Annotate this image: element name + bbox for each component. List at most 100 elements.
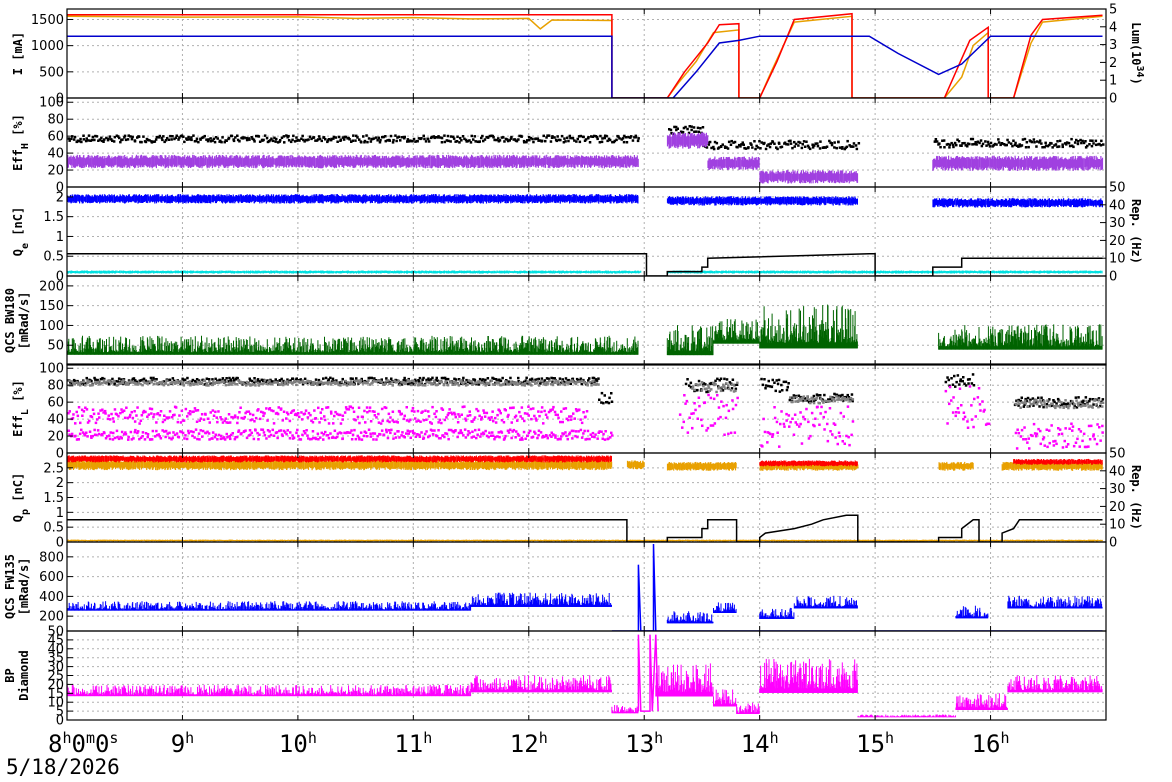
data-point — [720, 145, 723, 148]
data-point — [835, 146, 838, 150]
data-point — [219, 139, 222, 143]
data-point — [974, 141, 977, 144]
data-point — [492, 136, 495, 139]
data-point — [1088, 143, 1091, 146]
data-point — [568, 134, 572, 138]
data-point — [736, 146, 739, 149]
data-point — [791, 146, 794, 150]
data-point — [840, 147, 844, 150]
data-point — [392, 138, 395, 142]
data-point — [730, 139, 733, 143]
data-point — [1051, 146, 1054, 149]
data-point — [73, 135, 77, 139]
data-point — [262, 138, 265, 142]
data-point — [684, 125, 687, 129]
data-point — [430, 135, 434, 139]
data-point — [300, 137, 303, 140]
data-point — [1048, 143, 1051, 147]
data-point — [439, 136, 442, 139]
data-point — [1006, 138, 1009, 142]
data-point — [211, 139, 214, 142]
data-point — [754, 147, 757, 151]
data-point — [978, 141, 981, 145]
data-point — [295, 136, 298, 139]
data-point — [82, 138, 86, 141]
data-point — [1094, 143, 1098, 147]
data-point — [154, 138, 158, 141]
data-point — [447, 139, 450, 143]
data-point — [140, 140, 143, 144]
data-point — [786, 143, 790, 146]
data-point — [802, 140, 806, 143]
data-point — [420, 137, 423, 140]
data-point — [793, 145, 796, 148]
data-point — [1086, 144, 1089, 148]
data-point — [773, 142, 776, 145]
data-point — [523, 141, 526, 144]
data-point — [386, 139, 389, 142]
data-point — [190, 136, 193, 139]
data-point — [449, 140, 452, 143]
data-point — [474, 140, 477, 143]
data-point — [148, 139, 151, 142]
data-point — [569, 136, 572, 140]
data-point — [1032, 138, 1036, 141]
data-point — [740, 143, 743, 146]
data-point — [1090, 144, 1094, 148]
data-point — [606, 139, 609, 143]
right-y-tick-label: 2 — [1109, 56, 1117, 71]
data-point — [966, 142, 970, 145]
data-point — [1076, 142, 1080, 146]
data-point — [769, 142, 772, 145]
data-point — [87, 134, 91, 137]
data-point — [690, 128, 693, 132]
data-point — [205, 138, 208, 141]
data-point — [943, 146, 946, 149]
data-point — [1098, 142, 1101, 146]
data-point — [377, 136, 381, 140]
data-point — [230, 134, 234, 138]
data-point — [95, 135, 99, 138]
data-point — [1084, 146, 1088, 149]
data-point — [855, 147, 859, 151]
data-point — [214, 136, 218, 139]
data-point — [314, 139, 317, 142]
data-point — [337, 135, 341, 139]
data-point — [336, 140, 339, 143]
data-point — [528, 138, 531, 142]
data-point — [637, 137, 640, 140]
data-point — [995, 143, 998, 146]
data-point — [155, 135, 159, 139]
data-point — [961, 142, 964, 145]
data-point — [388, 139, 391, 142]
data-point — [473, 135, 477, 138]
data-point — [123, 134, 127, 138]
data-point — [578, 135, 581, 138]
data-point — [676, 127, 679, 130]
data-point — [615, 138, 618, 142]
data-point — [117, 135, 120, 138]
data-point — [403, 137, 406, 140]
data-point — [130, 137, 134, 141]
data-point — [500, 136, 504, 139]
data-point — [180, 134, 184, 137]
data-point — [449, 135, 453, 138]
data-point — [564, 140, 567, 143]
data-point — [362, 135, 365, 138]
data-point — [553, 136, 556, 139]
data-point — [200, 136, 204, 140]
data-point — [481, 134, 484, 138]
data-point — [948, 146, 951, 149]
data-point — [750, 143, 753, 146]
data-point — [1012, 139, 1015, 142]
data-point — [432, 135, 436, 138]
data-point — [778, 142, 781, 145]
data-point — [946, 142, 950, 146]
data-point — [469, 141, 473, 144]
data-point — [525, 140, 528, 144]
data-point — [188, 138, 191, 141]
data-point — [330, 137, 333, 141]
data-point — [270, 137, 273, 140]
